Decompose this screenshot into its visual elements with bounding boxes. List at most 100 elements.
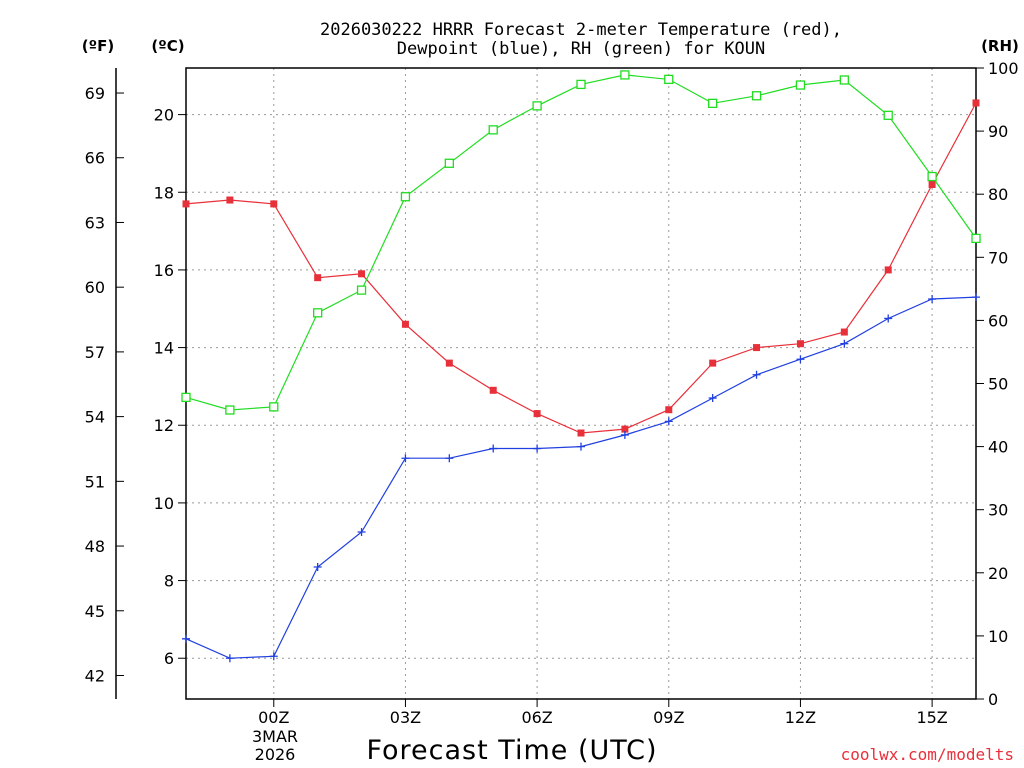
temperature-point — [358, 270, 366, 278]
rh-point — [708, 98, 718, 108]
temperature-point — [796, 340, 804, 348]
rh-tick-label: 80 — [988, 185, 1008, 204]
rh-point — [664, 74, 674, 85]
dewpoint-line — [185, 296, 977, 659]
grid-lines — [186, 68, 976, 699]
fahrenheit-tick-label: 66 — [85, 149, 105, 168]
rh-unit-label: (RH) — [981, 37, 1019, 55]
celsius-tick-label: 14 — [154, 339, 174, 358]
temperature-point — [840, 328, 848, 336]
celsius-tick-label: 16 — [154, 261, 174, 280]
chart-title-line-2: Dewpoint (blue), RH (green) for KOUN — [397, 39, 765, 59]
temperature-point — [753, 344, 761, 352]
rh-point — [181, 392, 191, 403]
fahrenheit-tick-label: 42 — [85, 666, 105, 685]
rh-point — [795, 80, 806, 90]
temperature-point — [884, 266, 892, 274]
temperature-point — [226, 196, 234, 204]
temperature-point — [314, 274, 322, 282]
celsius-tick-label: 20 — [154, 106, 174, 125]
dewpoint-point — [664, 417, 673, 426]
temperature-point — [182, 200, 190, 208]
dewpoint-point — [752, 370, 761, 379]
rh-tick-label: 100 — [988, 59, 1019, 78]
celsius-tick-label: 10 — [154, 494, 174, 513]
dewpoint-point — [313, 562, 322, 571]
x-tick-label: 09Z — [653, 708, 684, 727]
fahrenheit-unit-label: (ºF) — [82, 37, 114, 55]
dewpoint-point — [225, 654, 234, 663]
rh-tick-label: 10 — [988, 627, 1008, 646]
temperature-point — [533, 410, 541, 418]
rh-tick-label: 50 — [988, 375, 1008, 394]
temperature-point — [445, 359, 453, 367]
rh-point — [225, 405, 235, 415]
rh-point — [269, 402, 279, 412]
rh-point — [971, 233, 981, 244]
rh-point — [313, 308, 323, 318]
fahrenheit-tick-label: 57 — [85, 343, 105, 362]
rh-point — [444, 158, 454, 168]
fahrenheit-tick-label: 69 — [85, 84, 105, 103]
temperature-point — [972, 99, 980, 107]
temperature-point — [665, 406, 673, 414]
rh-point — [751, 91, 762, 101]
temperature-point — [270, 200, 278, 208]
rh-point — [576, 79, 586, 90]
temperature-point — [401, 320, 409, 328]
rh-point — [839, 75, 849, 85]
rh-tick-label: 90 — [988, 122, 1008, 141]
chart-title-line-1: 2026030222 HRRR Forecast 2-meter Tempera… — [320, 20, 842, 40]
celsius-tick-label: 18 — [154, 183, 174, 202]
dewpoint-point — [620, 430, 629, 439]
rh-tick-label: 70 — [988, 248, 1008, 267]
dewpoint-point — [269, 652, 278, 661]
temperature-line — [185, 102, 977, 434]
rh-tick-label: 0 — [988, 690, 998, 709]
rh-point — [927, 171, 937, 182]
date-label-day: 3MAR — [252, 727, 298, 746]
celsius-tick-label: 8 — [164, 572, 174, 591]
rh-tick-label: 30 — [988, 501, 1008, 520]
data-series — [181, 70, 981, 663]
rh-tick-label: 60 — [988, 311, 1008, 330]
rh-point — [356, 285, 367, 295]
axis-ticks: 00Z 03Z 06Z 09Z 12Z 15Z 6 8 10 12 14 16 18 20 42 45 48 51… — [85, 59, 1019, 727]
x-tick-label: 15Z — [916, 708, 947, 727]
dewpoint-point — [840, 339, 849, 348]
dewpoint-point — [928, 295, 937, 304]
dewpoint-point — [182, 634, 190, 643]
x-tick-label: 00Z — [258, 708, 289, 727]
dewpoint-point — [401, 454, 410, 463]
dewpoint-point — [533, 444, 542, 453]
celsius-tick-label: 12 — [154, 416, 174, 435]
temperature-point — [621, 425, 629, 433]
celsius-unit-label: (ºC) — [151, 37, 184, 55]
dewpoint-point — [489, 444, 498, 453]
rh-tick-label: 20 — [988, 564, 1008, 583]
fahrenheit-tick-label: 45 — [85, 602, 105, 621]
x-tick-label: 12Z — [785, 708, 816, 727]
date-label-year: 2026 — [255, 745, 296, 764]
temperature-point — [928, 180, 936, 188]
dewpoint-point — [708, 394, 717, 403]
source-credit: coolwx.com/modelts — [841, 745, 1014, 764]
fahrenheit-tick-label: 63 — [85, 213, 105, 232]
rh-point — [620, 70, 630, 80]
rh-line — [185, 74, 977, 411]
fahrenheit-tick-label: 51 — [85, 472, 105, 491]
rh-point — [883, 110, 893, 120]
dewpoint-point — [796, 355, 805, 364]
rh-point — [532, 101, 542, 111]
x-axis-title: Forecast Time (UTC) — [366, 735, 657, 766]
temperature-point — [577, 429, 585, 437]
rh-tick-label: 40 — [988, 438, 1008, 457]
dewpoint-point — [884, 314, 893, 323]
dewpoint-point — [445, 454, 454, 463]
dewpoint-point — [577, 442, 585, 451]
dewpoint-point — [972, 293, 980, 302]
rh-point — [400, 192, 411, 202]
fahrenheit-tick-label: 48 — [85, 537, 105, 556]
x-tick-label: 06Z — [521, 708, 552, 727]
celsius-tick-label: 6 — [164, 649, 174, 668]
